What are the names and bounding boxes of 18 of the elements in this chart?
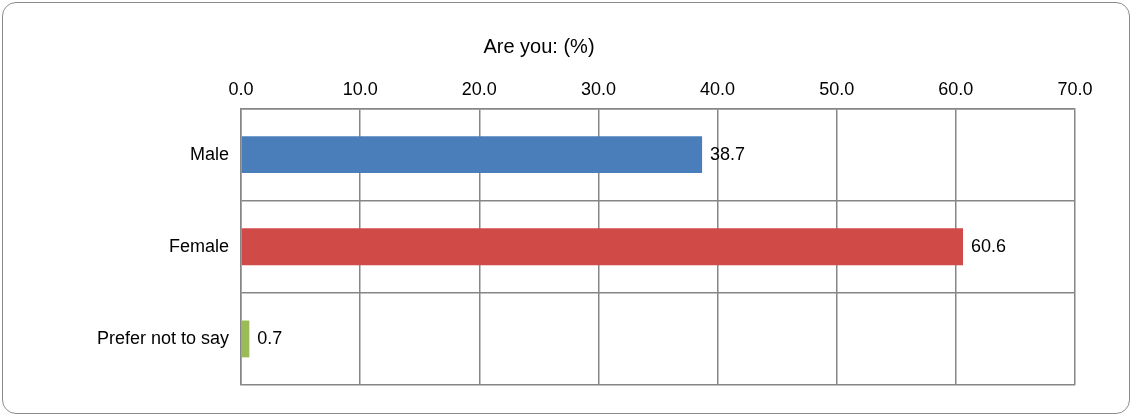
x-tick-label: 70.0: [1057, 78, 1093, 99]
x-tick-label: 50.0: [819, 78, 855, 99]
data-label: 0.7: [257, 327, 283, 348]
x-tick-label: 30.0: [580, 78, 616, 99]
x-tick-label: 0.0: [228, 78, 254, 99]
y-tick-label: Male: [189, 143, 229, 164]
x-tick-label: 40.0: [700, 78, 736, 99]
x-tick-label: 60.0: [938, 78, 974, 99]
bar: [241, 228, 964, 266]
data-label: 38.7: [710, 143, 746, 164]
bar: [241, 320, 250, 358]
bar: [241, 136, 703, 174]
chart-title: Are you: (%): [483, 34, 595, 57]
y-tick-label: Prefer not to say: [96, 327, 229, 348]
data-label: 60.6: [971, 235, 1007, 256]
x-tick-label: 20.0: [461, 78, 497, 99]
x-tick-label: 10.0: [342, 78, 378, 99]
y-tick-label: Female: [168, 235, 229, 256]
